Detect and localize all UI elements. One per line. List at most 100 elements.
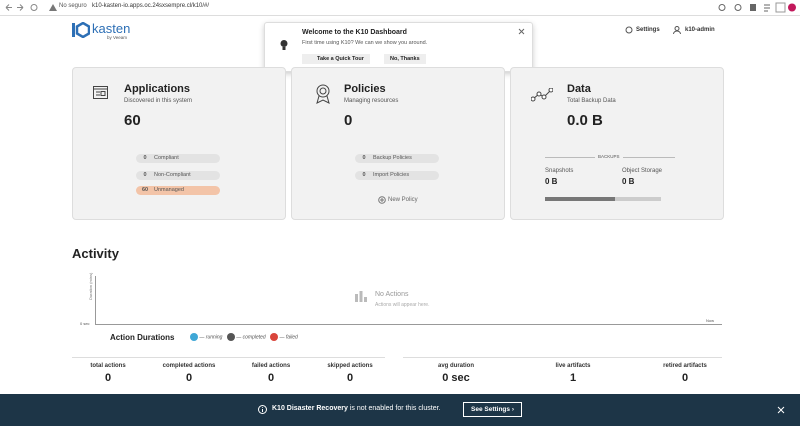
browser-icons bbox=[718, 2, 796, 13]
card-subtitle: Discovered in this system bbox=[124, 98, 193, 104]
stat: completed actions 0 bbox=[139, 363, 239, 384]
badge[interactable]: 60 Unmanaged bbox=[136, 186, 220, 195]
badge-count: 0 bbox=[362, 155, 366, 161]
banner-text: K10 Disaster Recovery is not enabled for… bbox=[272, 405, 441, 412]
tour-button[interactable]: Take a Quick Tour bbox=[302, 54, 370, 64]
badge-count: 0 bbox=[143, 172, 147, 178]
apps-icon bbox=[93, 86, 108, 99]
empty-icon bbox=[355, 291, 367, 302]
stat-value: 0 bbox=[185, 372, 193, 384]
badge-label: Backup Policies bbox=[373, 155, 412, 161]
stat: avg duration 0 sec bbox=[406, 363, 506, 384]
section-title: Activity bbox=[72, 246, 119, 261]
badge-count: 60 bbox=[141, 187, 149, 193]
y-axis-label: Duration (mins) bbox=[88, 272, 93, 300]
close-banner[interactable] bbox=[777, 406, 785, 414]
empty-text: Actions will appear here. bbox=[375, 302, 430, 308]
policy-icon bbox=[316, 84, 330, 104]
stat-label: skipped actions bbox=[327, 363, 373, 369]
legend-item: — completed bbox=[236, 334, 266, 341]
stat-value: 0 bbox=[104, 372, 112, 384]
stat: failed actions 0 bbox=[221, 363, 321, 384]
card-count: 60 bbox=[124, 112, 141, 129]
storage-bar bbox=[545, 197, 661, 201]
divider bbox=[403, 357, 722, 358]
user-menu[interactable]: k10-admin bbox=[685, 27, 715, 33]
policies-card[interactable]: Policies Managing resources 0 0 Backup Po… bbox=[291, 67, 505, 220]
legend: — running — completed — failed bbox=[190, 333, 298, 341]
data-icon bbox=[531, 88, 553, 102]
card-count: 0 bbox=[344, 112, 353, 129]
nav-icons bbox=[5, 4, 38, 11]
badge[interactable]: 0 Import Policies bbox=[355, 171, 439, 180]
empty-title: No Actions bbox=[375, 291, 409, 298]
x-axis-end: Now bbox=[706, 318, 715, 323]
url[interactable]: k10-kasten-io.apps.oc.24sxsempre.cl/k10/… bbox=[92, 3, 210, 9]
stat-label: retired artifacts bbox=[663, 363, 707, 369]
logo-sub: by Veeam bbox=[107, 35, 128, 40]
stat-value: 0 bbox=[267, 372, 275, 384]
banner-strong: K10 Disaster Recovery bbox=[272, 405, 348, 412]
dismiss-button[interactable]: No, Thanks bbox=[384, 54, 426, 64]
stat-value: 0 bbox=[346, 372, 354, 384]
legend-item: — failed bbox=[279, 334, 298, 341]
warning-icon bbox=[49, 4, 57, 11]
banner-message: is not enabled for this cluster. bbox=[349, 405, 441, 412]
stat-label: Snapshots bbox=[545, 168, 574, 174]
stat: skipped actions 0 bbox=[300, 363, 400, 384]
security-label: No seguro bbox=[59, 3, 87, 9]
dr-banner: K10 Disaster Recovery is not enabled for… bbox=[0, 394, 800, 426]
welcome-popup: Welcome to the K10 Dashboard First time … bbox=[264, 22, 533, 72]
bulb-icon bbox=[280, 40, 288, 50]
stat: live artifacts 1 bbox=[523, 363, 623, 384]
stat-label: total actions bbox=[90, 363, 126, 369]
badge[interactable]: 0 Non-Compliant bbox=[136, 171, 220, 180]
logo-text: kasten bbox=[92, 21, 131, 36]
browser-bar: No seguro k10-kasten-io.apps.oc.24sxsemp… bbox=[0, 0, 800, 16]
data-card[interactable]: Data Total Backup Data 0.0 B BACKUPS Sna… bbox=[510, 67, 724, 220]
stat: total actions 0 bbox=[58, 363, 158, 384]
divider bbox=[72, 357, 385, 358]
y-axis-zero: 0 sec bbox=[80, 321, 90, 326]
settings-link[interactable]: Settings bbox=[636, 27, 660, 33]
card-total: 0.0 B bbox=[567, 112, 603, 129]
card-subtitle: Managing resources bbox=[344, 98, 399, 104]
badge[interactable]: 0 Backup Policies bbox=[355, 154, 439, 163]
badge-label: Unmanaged bbox=[154, 187, 184, 193]
plus-icon bbox=[378, 196, 386, 204]
new-policy-link[interactable]: New Policy bbox=[388, 197, 418, 203]
card-subtitle: Total Backup Data bbox=[567, 98, 616, 104]
close-popup[interactable] bbox=[518, 28, 525, 35]
durations-title: Action Durations bbox=[110, 333, 175, 342]
stat-label: completed actions bbox=[162, 363, 216, 369]
card-title: Data bbox=[567, 83, 591, 95]
stat-value: 0 bbox=[681, 372, 689, 384]
settings-icon bbox=[625, 26, 633, 34]
card-title: Applications bbox=[124, 83, 191, 95]
user-icon bbox=[673, 26, 681, 34]
welcome-title: Welcome to the K10 Dashboard bbox=[302, 29, 407, 36]
activity-chart bbox=[95, 276, 722, 325]
stat: retired artifacts 0 bbox=[635, 363, 735, 384]
welcome-text: First time using K10? We can we show you… bbox=[302, 40, 428, 46]
see-settings-button[interactable]: See Settings › bbox=[463, 402, 522, 417]
stat-label: avg duration bbox=[437, 363, 474, 369]
stat-label: Object Storage bbox=[622, 168, 663, 174]
stat-value: 1 bbox=[569, 372, 577, 384]
legend-item: — running bbox=[199, 334, 223, 341]
badge-label: Non-Compliant bbox=[154, 172, 191, 178]
badge-count: 0 bbox=[362, 172, 366, 178]
applications-card[interactable]: Applications Discovered in this system 6… bbox=[72, 67, 286, 220]
section-label: BACKUPS bbox=[595, 154, 623, 159]
badge[interactable]: 0 Compliant bbox=[136, 154, 220, 163]
badge-count: 0 bbox=[143, 155, 147, 161]
badge-label: Import Policies bbox=[373, 172, 410, 178]
card-title: Policies bbox=[344, 83, 386, 95]
stat-value: 0 sec bbox=[442, 372, 470, 384]
badge-label: Compliant bbox=[154, 155, 179, 161]
logo-mark bbox=[72, 22, 90, 38]
stat-value: 0 B bbox=[545, 177, 558, 186]
stat-label: live artifacts bbox=[555, 363, 591, 369]
info-icon bbox=[258, 405, 267, 414]
